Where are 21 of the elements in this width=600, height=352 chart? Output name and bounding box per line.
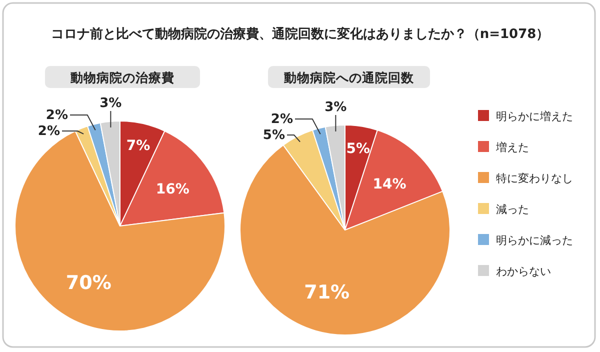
legend-label: 特に変わりなし bbox=[496, 172, 573, 185]
legend-label: 明らかに増えた bbox=[496, 110, 573, 123]
legend-label: 明らかに減った bbox=[496, 234, 573, 247]
data-label: 16% bbox=[156, 182, 190, 198]
legend-label: わからない bbox=[496, 265, 551, 278]
chart-subtitle: 動物病院の治療費 bbox=[70, 70, 174, 85]
text: コロナ前と比べて動物病院の治療費、通院回数に変化はありましたか？（n=1078） bbox=[50, 26, 550, 42]
data-label: 2% bbox=[38, 124, 60, 139]
data-label: 5% bbox=[346, 141, 370, 158]
data-label: 3% bbox=[100, 96, 122, 111]
data-label: 2% bbox=[46, 108, 68, 123]
data-label: 14% bbox=[372, 176, 406, 193]
legend-label: 増えた bbox=[495, 141, 529, 154]
chart-subtitle: 動物病院への通院回数 bbox=[283, 70, 415, 85]
data-label: 3% bbox=[324, 100, 347, 115]
data-label: 2% bbox=[270, 112, 293, 127]
data-label: 70% bbox=[66, 272, 112, 294]
data-label: 5% bbox=[262, 128, 285, 143]
data-label: 7% bbox=[126, 138, 150, 154]
data-label: 71% bbox=[304, 282, 350, 304]
legend-label: 減った bbox=[496, 203, 529, 216]
